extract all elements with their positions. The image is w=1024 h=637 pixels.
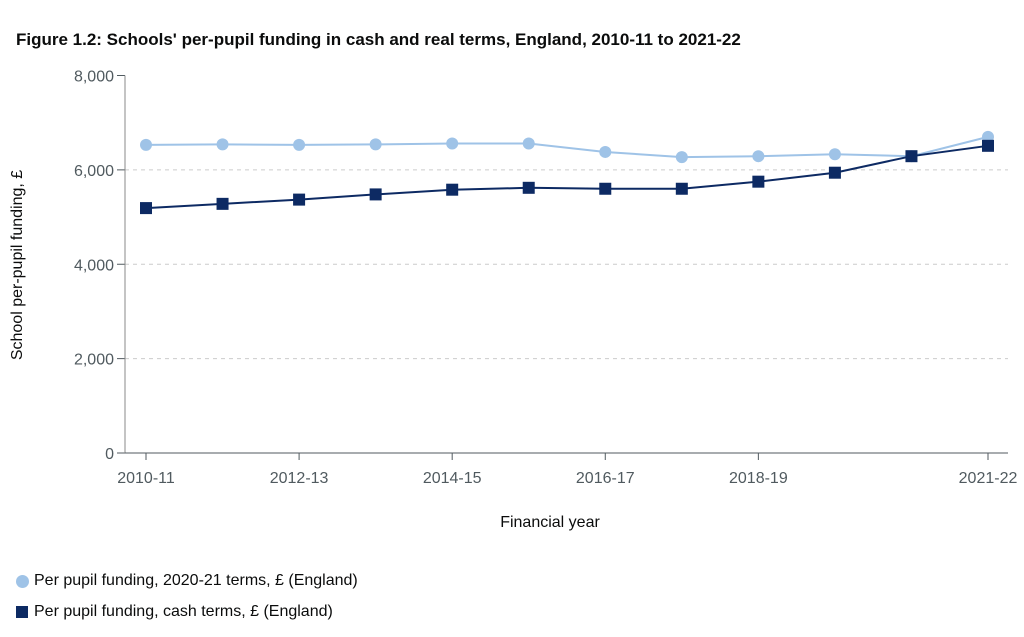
data-point	[982, 139, 994, 152]
data-point	[599, 145, 612, 158]
series-line-1	[145, 144, 989, 210]
data-point	[752, 175, 765, 188]
data-point	[369, 138, 382, 151]
x-axis-label: Financial year	[500, 514, 600, 531]
x-tick-label: 2012-13	[270, 470, 329, 487]
circle-marker-icon	[16, 574, 29, 588]
data-point	[828, 148, 841, 161]
data-point	[522, 181, 535, 194]
data-point	[522, 137, 535, 150]
square-marker-icon	[16, 606, 28, 618]
data-point	[216, 197, 229, 210]
y-tick-label: 6,000	[74, 163, 114, 180]
data-point	[446, 183, 459, 196]
data-point	[140, 138, 152, 151]
y-tick-label: 4,000	[74, 257, 114, 274]
legend-label: Per pupil funding, 2020-21 terms, £ (Eng…	[34, 572, 358, 589]
x-tick-label: 2016-17	[576, 470, 635, 487]
x-tick-label: 2010-11	[117, 470, 175, 487]
y-axis-label: School per-pupil funding, £	[9, 170, 26, 360]
data-point	[446, 137, 459, 150]
data-point	[599, 182, 612, 195]
x-tick-label: 2018-19	[729, 470, 788, 487]
data-point	[293, 193, 306, 206]
legend-item-cash-terms: Per pupil funding, cash terms, £ (Englan…	[16, 603, 333, 621]
data-point	[675, 182, 688, 195]
series-line-0	[145, 135, 989, 159]
data-point	[752, 150, 765, 163]
y-tick-label: 0	[105, 446, 114, 463]
legend-item-real-terms: Per pupil funding, 2020-21 terms, £ (Eng…	[16, 572, 358, 590]
y-tick-label: 8,000	[74, 69, 114, 86]
chart-title: Figure 1.2: Schools' per-pupil funding i…	[16, 30, 741, 49]
data-point	[828, 166, 841, 179]
data-point	[140, 202, 152, 215]
x-tick-label: 2014-15	[423, 470, 482, 487]
data-point	[905, 150, 918, 163]
y-tick-label: 2,000	[74, 352, 114, 369]
data-point	[293, 138, 306, 151]
data-point	[675, 151, 688, 164]
data-point	[216, 138, 229, 151]
x-tick-label: 2021-22	[959, 470, 1018, 487]
data-point	[369, 188, 382, 201]
legend-label: Per pupil funding, cash terms, £ (Englan…	[34, 603, 333, 620]
